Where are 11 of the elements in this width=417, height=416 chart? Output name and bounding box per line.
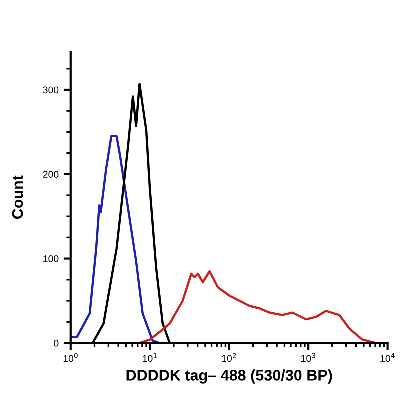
x-tick-label: 10$^{3}$: [302, 353, 316, 362]
x-axis-title: DDDDK tag– 488 (530/30 BP): [126, 370, 332, 384]
x-tick-label: 10$^{2}$: [222, 353, 236, 362]
y-tick-label: 300: [43, 86, 59, 94]
y-tick-label: 200: [43, 171, 59, 178]
x-tick-label: 10$^{1}$: [143, 353, 157, 362]
y-tick-label: 0: [54, 340, 59, 347]
x-tick-label: 10$^{0}$: [64, 353, 78, 362]
x-tick-label: 10$^{4}$: [380, 353, 395, 362]
y-axis-title: Count: [12, 176, 24, 220]
y-tick-label: 100: [44, 256, 59, 262]
